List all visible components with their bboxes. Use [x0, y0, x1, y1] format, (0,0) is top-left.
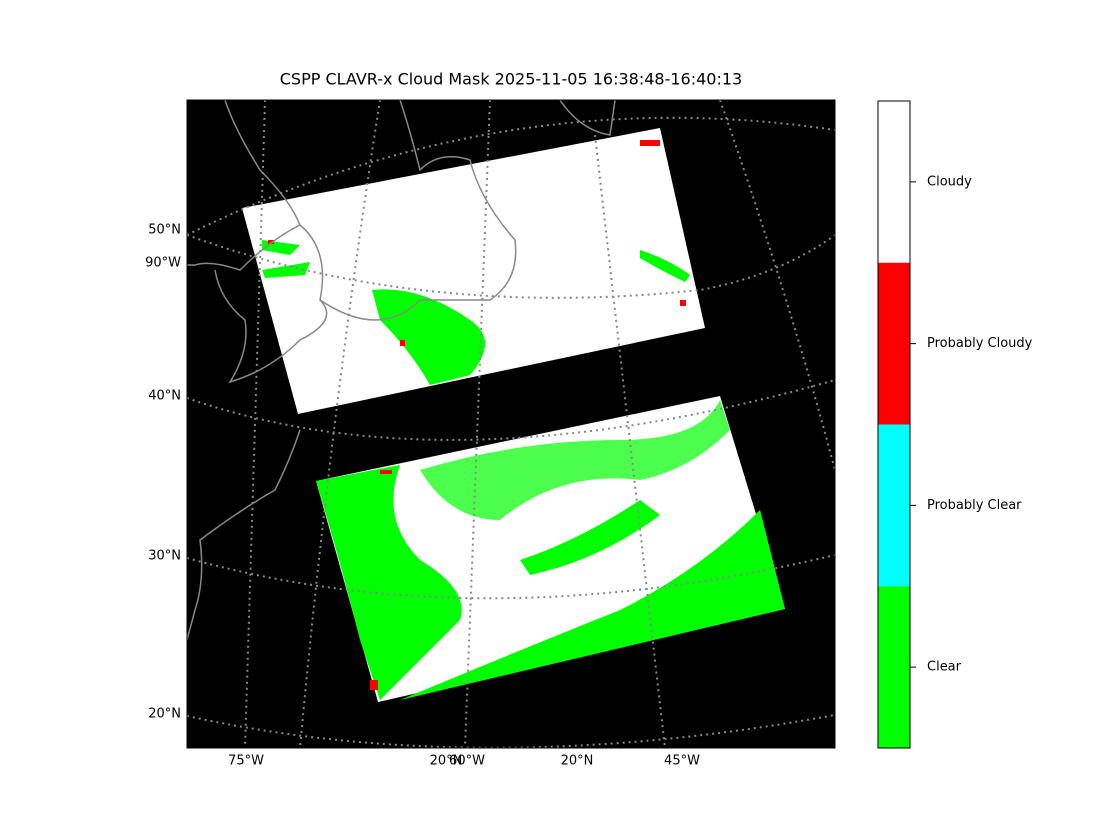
- colorbar-label: Cloudy: [927, 174, 972, 189]
- colorbar-label: Probably Cloudy: [927, 336, 1033, 351]
- lon-label: 75°W: [228, 754, 264, 769]
- colorbar-segment: [878, 424, 910, 587]
- colorbar-frame: [877, 100, 911, 749]
- colorbar-segment: [878, 262, 910, 425]
- lat-label: 90°W: [145, 256, 181, 271]
- probably-cloudy-areas: [268, 140, 686, 690]
- map: [187, 100, 835, 748]
- lon-label: 45°W: [664, 754, 700, 769]
- lat-label: 40°N: [148, 389, 181, 404]
- clear-areas: [262, 240, 785, 700]
- lon-label: 20°N: [430, 754, 463, 769]
- colorbar-label: Probably Clear: [927, 498, 1022, 513]
- colorbar-label: Clear: [927, 660, 962, 675]
- colorbar-segment: [878, 586, 910, 748]
- lat-label: 50°N: [148, 223, 181, 238]
- title: CSPP CLAVR-x Cloud Mask 2025-11-05 16:38…: [280, 70, 742, 89]
- lon-label: 20°N: [561, 754, 594, 769]
- colorbar-segment: [878, 101, 910, 263]
- graticule: [187, 100, 835, 748]
- swath-north: [242, 128, 705, 414]
- lat-label: 20°N: [148, 707, 181, 722]
- lon-label: 60°W: [449, 754, 485, 769]
- coastline: [187, 100, 616, 641]
- lat-label: 30°N: [148, 549, 181, 564]
- map-frame: [186, 99, 836, 749]
